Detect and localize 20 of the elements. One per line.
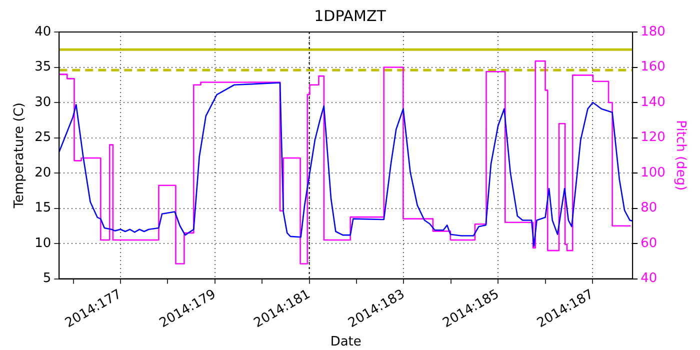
y-tick-label: 25 [34, 130, 52, 146]
y2-tick-label: 80 [640, 200, 658, 216]
y2-tick-label: 120 [640, 130, 666, 146]
y2-tick-label: 100 [640, 165, 666, 180]
y-axis-title: Temperature (C) [12, 102, 28, 210]
y2-tick-label: 60 [640, 236, 658, 251]
y-tick-label: 40 [34, 24, 52, 40]
x-axis-title: Date [330, 334, 362, 350]
y-tick-label: 5 [42, 271, 52, 286]
y2-tick-label: 160 [640, 60, 666, 75]
y-tick-label: 20 [34, 165, 52, 180]
y2-tick-label: 180 [640, 24, 666, 40]
y-tick-label: 35 [34, 60, 52, 75]
y2-axis-title: Pitch (deg) [672, 120, 688, 191]
y2-tick-label: 40 [640, 271, 658, 286]
y-tick-label: 15 [34, 200, 52, 216]
chart-title: 1DPAMZT [314, 6, 387, 25]
y-tick-label: 30 [34, 94, 52, 110]
y2-tick-label: 140 [640, 94, 666, 110]
y-tick-label: 10 [34, 236, 52, 251]
